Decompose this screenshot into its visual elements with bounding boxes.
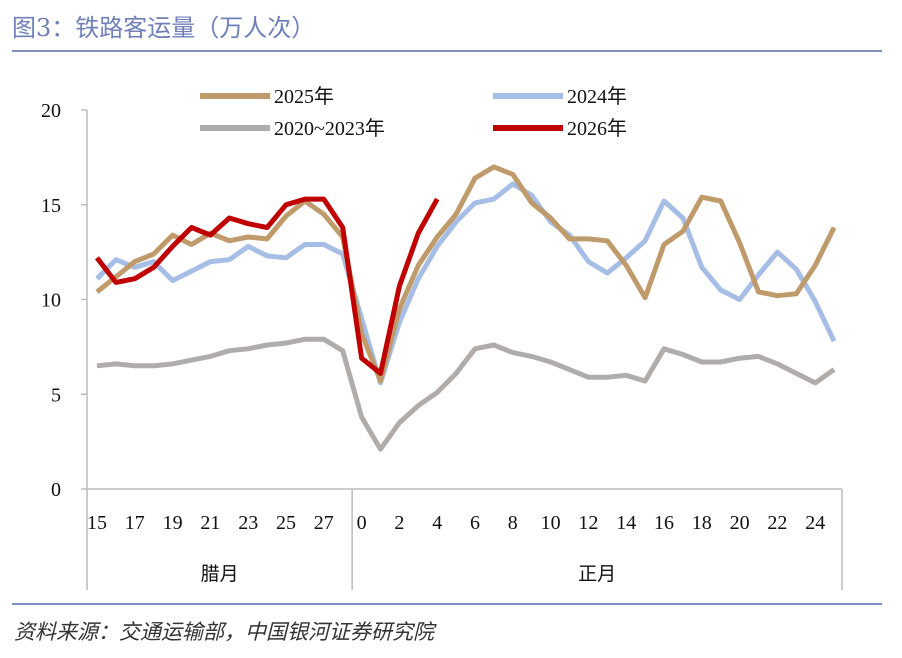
source-note: 资料来源：交通运输部，中国银河证券研究院: [14, 620, 434, 644]
x-tick-label: 18: [692, 512, 712, 534]
y-tick-label: 20: [41, 100, 61, 122]
legend-label: 2024年: [567, 85, 627, 108]
x-tick-label: 2: [394, 512, 404, 534]
x-tick-label: 12: [578, 512, 598, 534]
legend-label: 2025年: [274, 85, 334, 108]
series-line-2026年: [95, 196, 440, 376]
source-divider: [12, 603, 882, 605]
series-line-2025年: [95, 164, 837, 384]
group-label: 正月: [578, 564, 616, 585]
x-tick-label: 8: [508, 512, 518, 534]
series-line-2024年: [95, 181, 837, 386]
x-tick-label: 0: [357, 512, 367, 534]
x-tick-label: 6: [470, 512, 480, 534]
y-tick-label: 15: [41, 195, 61, 217]
y-tick-label: 5: [51, 384, 61, 406]
x-tick-label: 14: [616, 512, 636, 534]
x-tick-label: 20: [730, 512, 750, 534]
x-tick-label: 22: [767, 512, 787, 534]
series-line-2020~2023年: [96, 336, 836, 452]
group-label: 腊月: [201, 563, 239, 585]
x-tick-label: 16: [654, 512, 674, 534]
figure-title: 图3：铁路客运量（万人次）: [12, 14, 316, 42]
x-tick-label: 10: [541, 512, 561, 534]
x-tick-label: 17: [125, 512, 145, 534]
x-tick-label: 24: [805, 512, 825, 534]
x-tick-label: 27: [314, 512, 334, 534]
legend-label: 2026年: [567, 117, 627, 140]
legend-label: 2020~2023年: [274, 117, 385, 140]
x-tick-label: 19: [163, 512, 183, 534]
x-tick-label: 4: [432, 512, 442, 534]
x-tick-label: 21: [200, 512, 220, 534]
title-divider: [12, 50, 882, 52]
x-tick-label: 25: [276, 512, 296, 534]
x-tick-label: 23: [238, 512, 258, 534]
x-tick-label: 15: [87, 512, 107, 534]
y-tick-label: 0: [51, 479, 61, 501]
y-tick-label: 10: [41, 290, 61, 312]
